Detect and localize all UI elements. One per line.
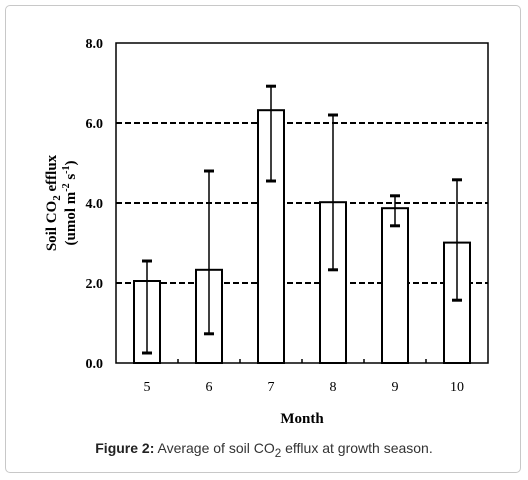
y-tick-label: 2.0 — [86, 277, 104, 292]
bar-layer — [133, 109, 471, 365]
y-axis-title-sup-a: -2 — [61, 183, 72, 191]
y-axis-title-sub: 2 — [51, 195, 63, 201]
y-tick-label: 8.0 — [86, 37, 104, 52]
y-axis-title-line2: (umol m — [63, 191, 79, 245]
x-tick-label: 9 — [392, 380, 399, 395]
y-tick-labels: 0.0 2.0 4.0 6.0 8.0 — [86, 37, 104, 372]
caption-subscript: 2 — [274, 446, 282, 460]
x-axis-title: Month — [280, 411, 324, 427]
svg-text:(umol m-2 s-1): (umol m-2 s-1) — [61, 160, 79, 245]
x-tick-label: 5 — [144, 380, 151, 395]
caption-text-after: efflux at growth season. — [281, 440, 433, 456]
y-axis-title: Soil CO2 efflux (umol m-2 s-1) — [44, 154, 79, 251]
figure-caption: Figure 2: Average of soil CO2 efflux at … — [0, 440, 528, 460]
x-tick-label: 10 — [450, 380, 464, 395]
grid-layer — [116, 122, 488, 284]
y-tick-label: 6.0 — [86, 117, 104, 132]
soil-co2-bar-chart: 0.0 2.0 4.0 6.0 8.0 5 6 7 8 9 10 Month Soil CO2 e… — [44, 37, 489, 427]
bar — [381, 207, 409, 364]
x-tick-label: 7 — [268, 380, 275, 395]
y-tick-label: 4.0 — [86, 197, 104, 212]
y-axis-title-line1: Soil CO — [44, 201, 60, 251]
y-axis-title-mid: s — [63, 174, 79, 184]
y-tick-label: 0.0 — [86, 357, 104, 372]
x-tick-labels: 5 6 7 8 9 10 — [144, 359, 464, 395]
y-axis-title-line1-end: efflux — [44, 154, 60, 195]
y-axis-title-end: ) — [63, 160, 79, 165]
svg-text:Soil CO2 efflux: Soil CO2 efflux — [44, 154, 63, 251]
error-bar-layer — [142, 84, 462, 355]
caption-label: Figure 2: — [95, 440, 155, 456]
y-axis-title-sup-b: -1 — [61, 165, 72, 173]
x-tick-label: 6 — [206, 380, 213, 395]
x-tick-label: 8 — [330, 380, 337, 395]
caption-text-before: Average of soil CO — [154, 440, 275, 456]
